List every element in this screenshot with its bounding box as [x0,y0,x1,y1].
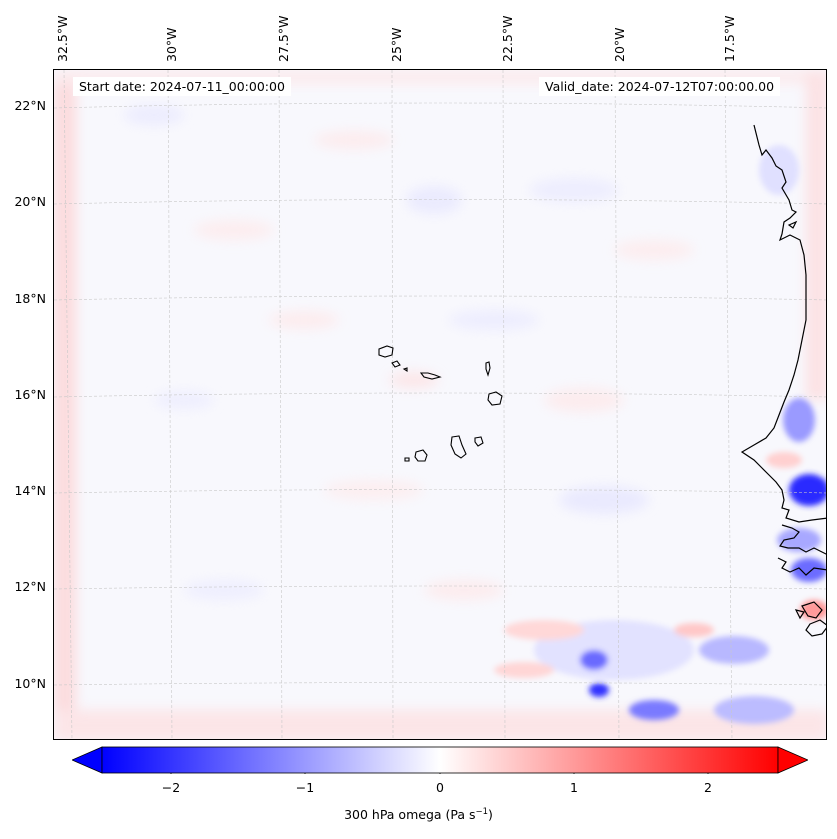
convective-region [494,620,794,724]
weak-anomaly-blobs [124,105,694,600]
start-date-label: Start date: 2024-07-11_00:00:00 [73,77,291,96]
island-brava [404,457,410,462]
colorbar-tick-label: 1 [570,780,578,795]
lon-label-25w: 25°W [389,27,404,62]
lon-label-20w: 20°W [612,27,627,62]
island-santo-antao [378,345,394,358]
colorbar-tick-label: −2 [161,780,181,795]
colorbar-high-extend [777,746,810,774]
island-maio [474,436,484,447]
island-santiago [450,435,467,459]
graticule [54,70,826,739]
island-sao-vicente [391,360,401,368]
cape-verde-islands [378,345,503,462]
map-panel[interactable] [53,69,827,740]
coastal-anomalies [759,145,826,620]
west-africa-coastline [740,124,826,637]
lat-label-16n: 16°N [14,387,46,402]
colorbar-tick-label: 2 [704,780,712,795]
lon-label-22-5w: 22.5°W [500,15,515,62]
colorbar-tick-labels: −2 −1 0 1 2 [0,780,837,798]
valid-date-label: Valid_date: 2024-07-12T07:00:00.00 [539,77,781,96]
colorbar [70,746,810,777]
island-boa-vista [487,391,503,406]
lat-label-12n: 12°N [14,579,46,594]
omega-field-map [54,70,826,739]
island-santa-luzia [402,367,408,373]
island-sao-nicolau [419,372,442,380]
colorbar-low-extend [70,746,103,774]
lat-label-20n: 20°N [14,194,46,209]
lon-label-17-5w: 17.5°W [722,15,737,62]
lon-label-30w: 30°W [164,27,179,62]
colorbar-gradient [101,746,779,774]
lon-label-27-5w: 27.5°W [276,15,291,62]
lat-label-10n: 10°N [14,676,46,691]
island-sal [485,361,491,377]
lat-label-14n: 14°N [14,483,46,498]
colorbar-tick-label: −1 [295,780,315,795]
lat-label-18n: 18°N [14,291,46,306]
lat-label-22n: 22°N [14,98,46,113]
island-fogo [414,449,428,462]
colorbar-tick-label: 0 [436,780,444,795]
lon-label-32-5w: 32.5°W [55,15,70,62]
colorbar-title: 300 hPa omega (Pa s−1) [344,807,493,823]
